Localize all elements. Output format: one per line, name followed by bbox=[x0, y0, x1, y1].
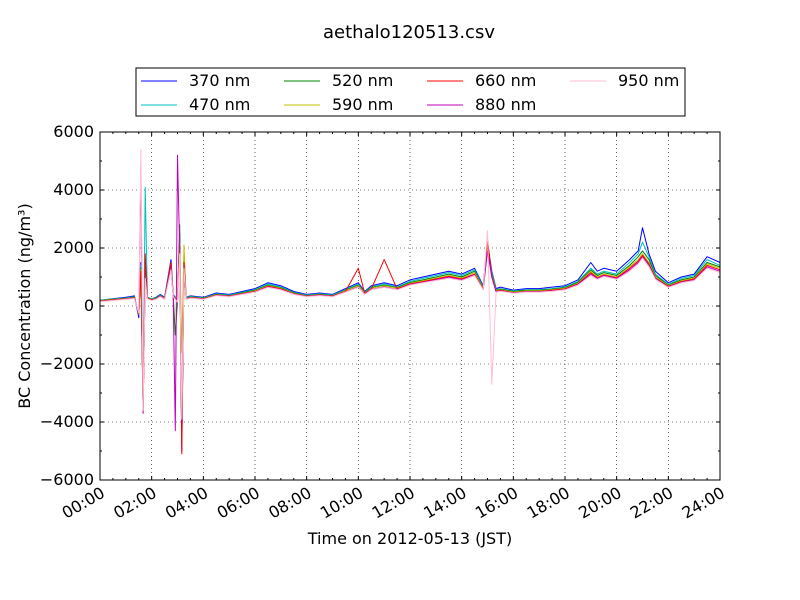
x-axis-label: Time on 2012-05-13 (JST) bbox=[307, 529, 512, 548]
legend: 370 nm 470 nm 520 nm 590 nm 660 nm 880 nm 950 … bbox=[135, 67, 686, 117]
legend-label: 520 nm bbox=[332, 71, 393, 90]
y-tick-label: −4000 bbox=[40, 412, 94, 431]
y-tick-label: 2000 bbox=[53, 238, 94, 257]
legend-label: 660 nm bbox=[475, 71, 536, 90]
y-tick-label: −6000 bbox=[40, 470, 94, 489]
series-layer bbox=[99, 148, 721, 455]
series-line-950-nm bbox=[99, 148, 721, 420]
legend-label: 370 nm bbox=[189, 71, 250, 90]
grid-lines bbox=[100, 132, 720, 480]
legend-label: 950 nm bbox=[618, 71, 679, 90]
legend-frame bbox=[135, 67, 686, 117]
legend-label: 880 nm bbox=[475, 95, 536, 114]
y-tick-label: 6000 bbox=[53, 122, 94, 141]
legend-label: 470 nm bbox=[189, 95, 250, 114]
y-tick-label: 0 bbox=[84, 296, 94, 315]
y-tick-label: 4000 bbox=[53, 180, 94, 199]
axis-ticks bbox=[99, 131, 721, 481]
chart-title: aethalo120513.csv bbox=[323, 22, 495, 43]
y-tick-label: −2000 bbox=[40, 354, 94, 373]
y-axis-label: BC Concentration (ng/m³) bbox=[15, 203, 34, 408]
y-tick-labels: −6000 −4000 −2000 0 2000 4000 6000 bbox=[40, 122, 94, 489]
legend-label: 590 nm bbox=[332, 95, 393, 114]
